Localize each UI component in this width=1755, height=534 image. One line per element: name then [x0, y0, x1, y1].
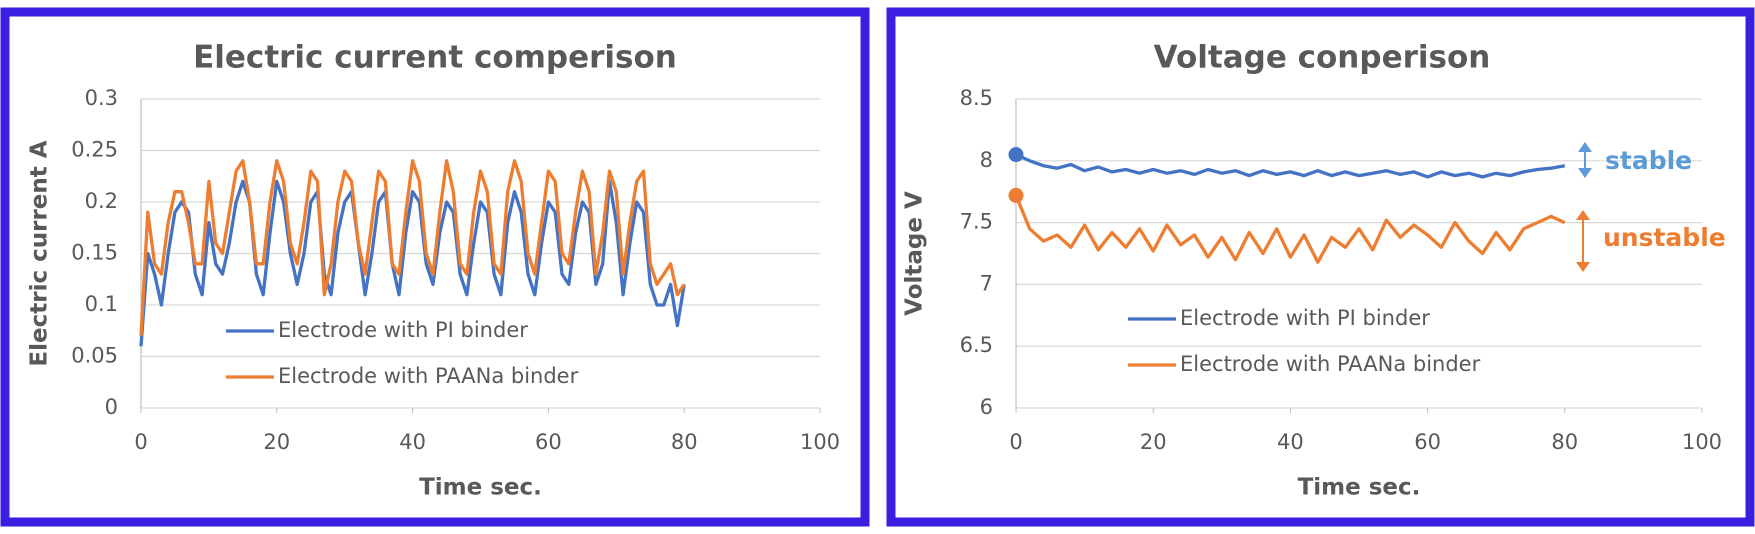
start-marker: [1008, 147, 1024, 163]
y-tick-label: 0: [105, 395, 118, 419]
x-tick-label: 0: [1009, 430, 1022, 454]
x-tick-label: 60: [1414, 430, 1441, 454]
y-tick-label: 0.15: [71, 241, 118, 265]
data-line: [1014, 194, 1566, 264]
annotation: unstable: [1603, 223, 1726, 252]
legend-label: Electrode with PAANa binder: [1180, 352, 1481, 376]
y-tick-label: 8: [980, 148, 993, 172]
x-tick-label: 80: [671, 430, 698, 454]
y-tick-label: 0.2: [85, 189, 118, 213]
y-tick-label: 8.5: [960, 86, 993, 110]
x-tick-label: 80: [1551, 430, 1578, 454]
y-tick-label: 6: [980, 395, 993, 419]
y-tick-label: 0.05: [71, 344, 118, 368]
y-tick-label: 0.1: [85, 292, 118, 316]
x-tick-label: 100: [800, 430, 840, 454]
arrow-head: [1576, 262, 1590, 272]
x-tick-label: 60: [535, 430, 562, 454]
panel-frame: [886, 7, 1755, 527]
data-line: [1015, 153, 1566, 179]
y-tick-label: 0.3: [85, 86, 118, 110]
x-tick-label: 0: [134, 430, 147, 454]
x-tick-label: 20: [1140, 430, 1167, 454]
legend-label: Electrode with PAANa binder: [278, 364, 579, 388]
chart-title: Voltage conperison: [1154, 40, 1491, 76]
y-tick-label: 7: [980, 271, 993, 295]
chart-title: Electric current comperison: [193, 40, 677, 76]
x-tick-label: 20: [263, 430, 290, 454]
arrow-head: [1578, 142, 1592, 152]
y-axis-label: Voltage V: [902, 191, 928, 316]
x-axis-label: Time sec.: [419, 475, 542, 501]
x-axis-label: Time sec.: [1298, 475, 1421, 501]
y-axis-label: Electric current A: [27, 140, 53, 366]
arrow-head: [1578, 168, 1592, 178]
x-tick-label: 40: [1277, 430, 1304, 454]
start-marker: [1008, 187, 1024, 203]
legend-label: Electrode with PI binder: [278, 318, 528, 342]
legend-label: Electrode with PI binder: [1180, 306, 1430, 330]
y-tick-label: 7.5: [960, 210, 993, 234]
y-tick-label: 0.25: [71, 138, 118, 162]
x-tick-label: 40: [399, 430, 426, 454]
data-line: [139, 159, 686, 336]
arrow-head: [1576, 210, 1590, 220]
y-tick-label: 6.5: [960, 333, 993, 357]
x-tick-label: 100: [1682, 430, 1722, 454]
annotation: stable: [1605, 146, 1692, 175]
